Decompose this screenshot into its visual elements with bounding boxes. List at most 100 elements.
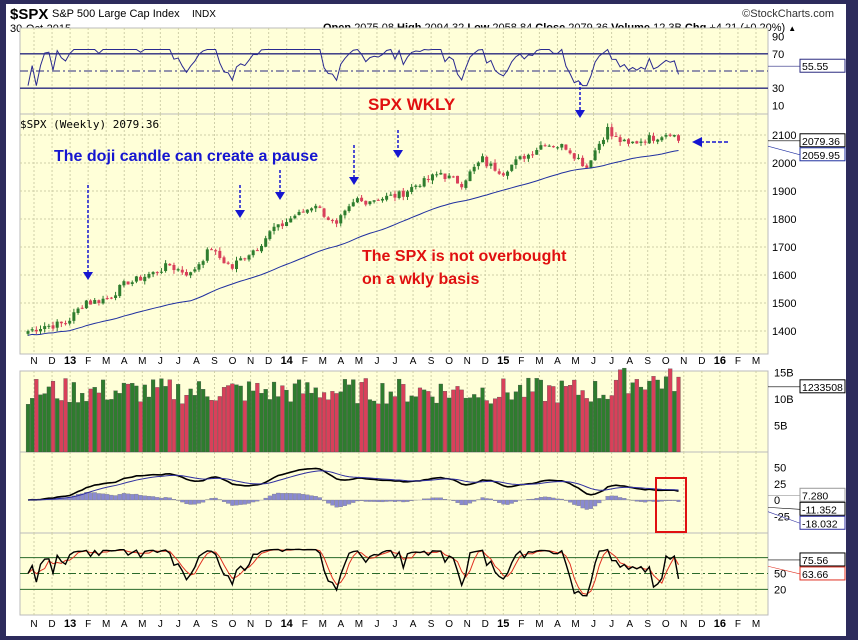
macd-histogram-bar [313,496,318,501]
x-tick-label: A [554,619,561,630]
macd-histogram-bar [263,497,268,501]
volume-bar [488,403,493,453]
volume-bar [167,379,172,453]
x-tick-label: F [518,356,524,367]
volume-bar [672,391,677,453]
candle-body [122,281,126,286]
volume-bar [55,398,60,453]
macd-signal-line [27,470,679,501]
volume-bar [651,376,656,453]
candle-body [405,191,409,197]
macd-histogram-bar [276,492,281,501]
volume-bar [518,384,523,453]
candle-body [193,269,197,272]
x-tick-label: M [355,356,363,367]
volume-bar [288,401,293,453]
candle-body [260,245,264,252]
volume-bar [213,400,218,453]
macd-histogram-bar [84,492,89,501]
candle-body [556,147,560,149]
volume-bar [622,367,627,453]
candle-body [51,325,55,329]
volume-bar [242,400,247,453]
macd-histogram-bar [530,498,535,501]
x-tick-label: N [464,356,471,367]
candle-body [618,137,622,143]
candle-body [547,145,551,147]
x-tick-label: D [482,619,489,630]
arrow-down-icon-head [349,177,359,185]
candle-body [39,329,43,332]
candle-body [109,297,113,299]
candle-body [551,146,555,148]
candle-body [289,218,293,223]
candle-body [230,264,234,269]
macd-histogram-bar [251,499,256,503]
volume-bar [347,384,352,453]
volume-tick-label: 10B [774,394,794,406]
volume-bar [438,383,443,453]
volume-bar [271,381,277,453]
volume-bar [334,393,339,453]
rsi-tick-label: 10 [772,100,784,112]
arrow-down-icon-head [83,272,93,280]
candle-body [159,271,163,273]
x-tick-label: M [102,356,110,367]
macd-histogram-bar [196,499,202,504]
macd-histogram-bar [480,497,485,501]
macd-histogram-bar [213,497,218,501]
volume-bar [50,380,56,453]
volume-bar [401,384,406,453]
candle-body [389,194,393,196]
volume-bar [201,389,206,453]
candle-body [184,271,188,276]
sto-k-tag-box [799,552,846,567]
macd-histogram-bar [322,499,327,501]
macd-histogram-bar [384,499,389,502]
x-tick-label: A [193,619,200,630]
macd-histogram-bar [484,498,489,501]
candle-body [439,172,443,175]
macd-histogram-bar [605,496,610,501]
volume-bar [605,398,610,453]
macd-histogram-bar [71,495,76,501]
macd-histogram-bar [134,493,139,501]
volume-bar [388,391,393,453]
x-tick-label: S [428,619,435,630]
macd-histogram-bar [113,495,118,501]
candle-body [314,205,318,209]
volume-bar [159,378,164,453]
candle-body [335,220,339,224]
macd-signal-tag-text: -18.032 [802,518,838,530]
macd-histogram-bar [663,499,669,502]
x-tick-label: F [85,619,91,630]
candle-body [105,298,109,300]
x-tick-label: M [355,619,363,630]
sto-d-line [27,548,679,595]
volume-bar [251,390,256,453]
x-tick-label: D [482,356,489,367]
macd-histogram-bar [405,499,410,502]
candle-body [485,156,489,167]
volume-bar [330,391,335,453]
volume-bar [180,403,185,453]
y-tick-label: 1600 [772,270,796,282]
volume-bar [280,385,285,453]
volume-tick-label: 5B [774,421,787,433]
volume-bar [526,377,531,453]
volume-bar [359,382,364,453]
volume-bar [534,378,539,453]
volume-tag-text: 1233508 [802,382,843,394]
volume-bar [409,395,414,453]
macd-histogram-bar [159,497,164,501]
macd-histogram-bar [292,493,297,501]
macd-histogram-bar [155,497,160,501]
x-tick-label: M [319,356,327,367]
y-tick-label: 1400 [772,326,796,338]
volume-bar [117,393,122,453]
x-tick-label: D [265,356,272,367]
candle-body [168,263,172,266]
volume-bar [538,379,543,453]
volume-bar [42,393,47,453]
